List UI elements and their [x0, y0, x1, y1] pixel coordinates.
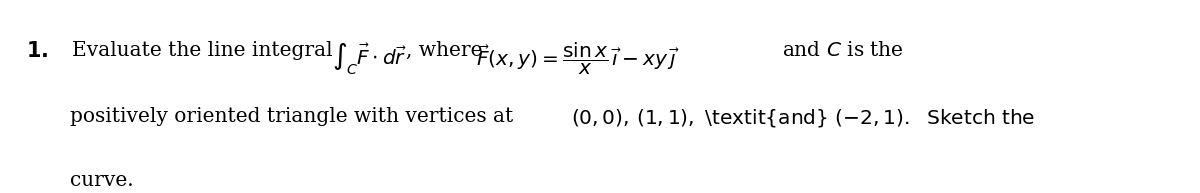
Text: positively oriented triangle with vertices at: positively oriented triangle with vertic… — [70, 107, 512, 126]
Text: curve.: curve. — [70, 172, 133, 190]
Text: Evaluate the line integral: Evaluate the line integral — [72, 41, 332, 60]
Text: and $C$ is the: and $C$ is the — [782, 41, 904, 60]
Text: , where: , where — [406, 41, 482, 60]
Text: $\mathbf{1.}$: $\mathbf{1.}$ — [26, 41, 49, 61]
Text: $\vec{F}(x,y) = \dfrac{\sin x}{x}\,\vec{\imath} - xy\,\vec{\jmath}$: $\vec{F}(x,y) = \dfrac{\sin x}{x}\,\vec{… — [476, 41, 680, 77]
Text: $(0, 0),\,(1, 1),$ \textit{and} $(-2, 1).$  Sketch the: $(0, 0),\,(1, 1),$ \textit{and} $(-2, 1)… — [571, 107, 1036, 129]
Text: $\int_C \vec{F} \cdot d\vec{r}$: $\int_C \vec{F} \cdot d\vec{r}$ — [332, 41, 407, 77]
